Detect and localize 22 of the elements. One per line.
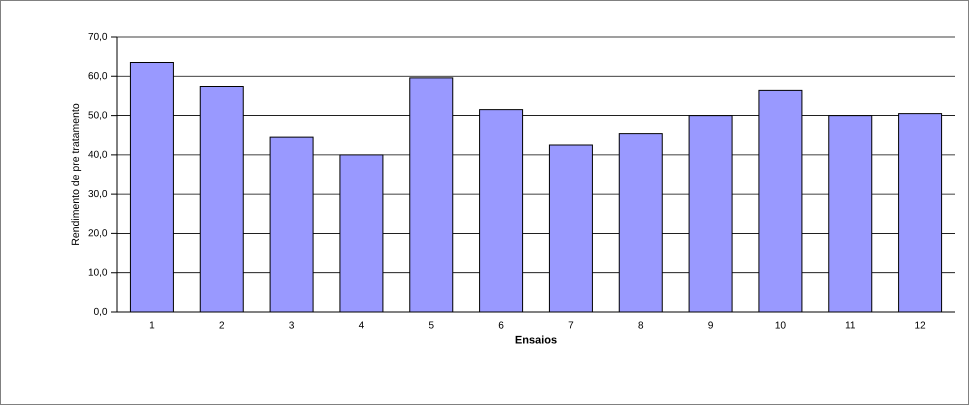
y-tick-label: 20,0 bbox=[88, 229, 108, 238]
x-tick-label: 12 bbox=[915, 322, 926, 329]
y-tick-label: 50,0 bbox=[88, 111, 108, 120]
x-tick-label: 11 bbox=[846, 322, 855, 328]
x-tick-label: 8 bbox=[638, 322, 644, 329]
y-tick-label: 60,0 bbox=[88, 72, 108, 80]
x-tick-label: 6 bbox=[498, 322, 504, 329]
x-tick-label: 7 bbox=[568, 322, 574, 328]
y-tick-label: 40,0 bbox=[88, 150, 108, 159]
x-tick-label: 5 bbox=[428, 322, 434, 329]
y-axis-title: Rendimento de pre tratamento bbox=[71, 104, 82, 245]
y-tick-label: 70,0 bbox=[88, 32, 108, 42]
x-tick-label: 1 bbox=[150, 322, 154, 328]
x-tick-label: 9 bbox=[708, 322, 713, 329]
y-tick-label: 10,0 bbox=[88, 268, 108, 277]
y-tick-label: 0,0 bbox=[94, 308, 108, 316]
x-tick-label: 10 bbox=[776, 322, 786, 329]
x-axis-title: Ensaios bbox=[516, 335, 557, 344]
x-tick-label: 3 bbox=[289, 322, 294, 329]
x-tick-label: 4 bbox=[358, 322, 364, 328]
y-tick-label: 30,0 bbox=[88, 190, 108, 198]
x-tick-label: 2 bbox=[219, 322, 224, 329]
